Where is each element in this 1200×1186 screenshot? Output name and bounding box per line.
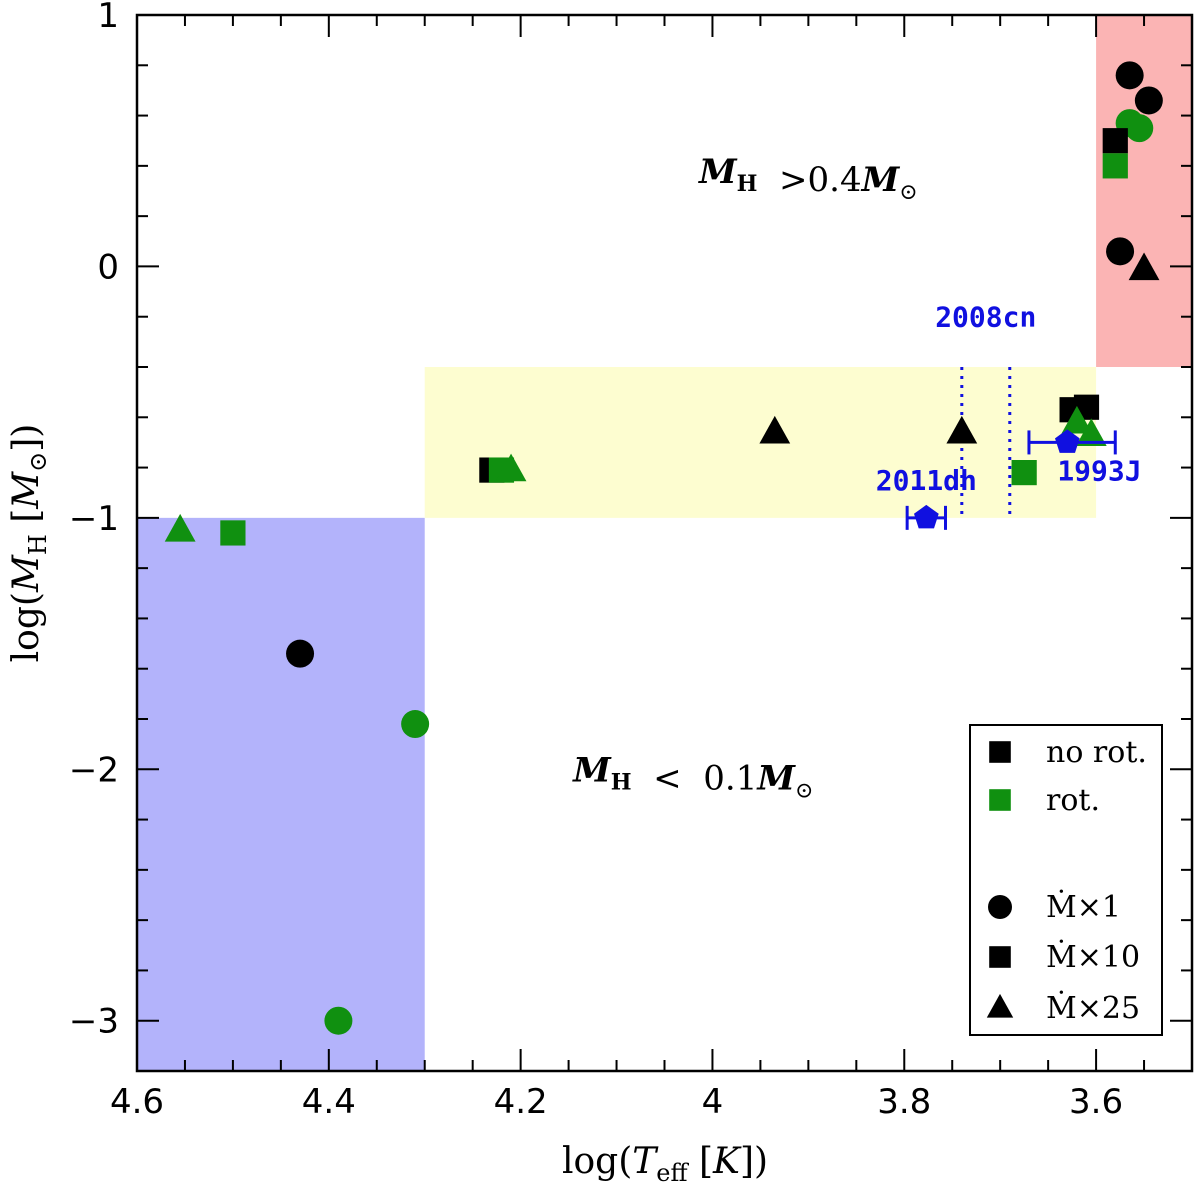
x-tick-label: 4.6 xyxy=(110,1082,164,1122)
legend-label: Ṁ×1 xyxy=(1046,889,1121,925)
point-triangle xyxy=(164,513,196,542)
observation-label: 2011dh xyxy=(876,464,977,497)
point-circle xyxy=(324,1006,353,1035)
observations: 2011dh 1993J xyxy=(876,429,1142,530)
y-tick-label: 0 xyxy=(97,247,119,287)
2008cn-label: 2008cn xyxy=(935,301,1036,334)
point-triangle xyxy=(946,415,978,444)
region-low-hydrogen xyxy=(137,517,425,1071)
point-circle xyxy=(286,639,315,668)
data-points xyxy=(164,61,1163,1035)
point-circle xyxy=(401,710,430,739)
observation-label: 1993J xyxy=(1057,454,1141,487)
x-tick-label: 4.2 xyxy=(494,1082,548,1122)
region-label-high: MH >0.4M⊙ xyxy=(698,152,918,205)
observation-1993J xyxy=(1055,429,1080,453)
annotations: MH >0.4M⊙ MH < 0.1M⊙ xyxy=(572,152,918,803)
x-tick-label: 3.6 xyxy=(1069,1082,1123,1122)
point-circle xyxy=(1134,86,1163,115)
point-square xyxy=(1102,153,1128,179)
legend-label: no rot. xyxy=(1046,735,1147,770)
legend: no rot. rot. Ṁ×1 Ṁ×10 Ṁ×25 xyxy=(969,724,1163,1036)
y-tick-label: −1 xyxy=(69,499,119,539)
y-tick-label: −2 xyxy=(69,750,119,790)
legend-box xyxy=(969,724,1163,1036)
legend-marker-square xyxy=(989,789,1011,811)
guide-lines: 2008cn xyxy=(935,301,1036,518)
legend-marker-square xyxy=(989,741,1011,763)
region-label-low: MH < 0.1M⊙ xyxy=(572,750,813,803)
x-axis-title: log(Teff [K]) xyxy=(562,1141,768,1186)
legend-marker-triangle xyxy=(986,993,1014,1018)
region-high-hydrogen xyxy=(1096,15,1192,367)
point-square xyxy=(1011,460,1037,486)
point-square xyxy=(220,520,246,546)
observation-2011dh xyxy=(914,504,939,529)
point-triangle xyxy=(1128,252,1160,281)
point-circle xyxy=(1106,237,1135,266)
y-tick-label: 1 xyxy=(97,0,119,36)
point-circle xyxy=(1115,61,1144,90)
legend-marker-circle xyxy=(988,895,1012,919)
legend-marker-square xyxy=(989,946,1011,968)
x-tick-label: 4.4 xyxy=(302,1082,356,1122)
y-axis-title: log(MH [M⊙]) xyxy=(6,424,52,663)
plot-frame xyxy=(135,13,1194,1073)
point-triangle xyxy=(1075,418,1107,447)
point-circle xyxy=(1125,114,1154,143)
legend-label: Ṁ×25 xyxy=(1046,990,1140,1026)
point-triangle xyxy=(759,415,791,444)
point-square xyxy=(1102,128,1128,154)
point-triangle xyxy=(495,453,527,482)
y-tick-label: −3 xyxy=(69,1002,119,1042)
x-tick-label: 4 xyxy=(702,1082,724,1122)
legend-label: Ṁ×10 xyxy=(1046,939,1140,975)
point-triangle xyxy=(1061,405,1093,434)
x-tick-label: 3.8 xyxy=(877,1082,931,1122)
legend-label: rot. xyxy=(1046,783,1100,818)
